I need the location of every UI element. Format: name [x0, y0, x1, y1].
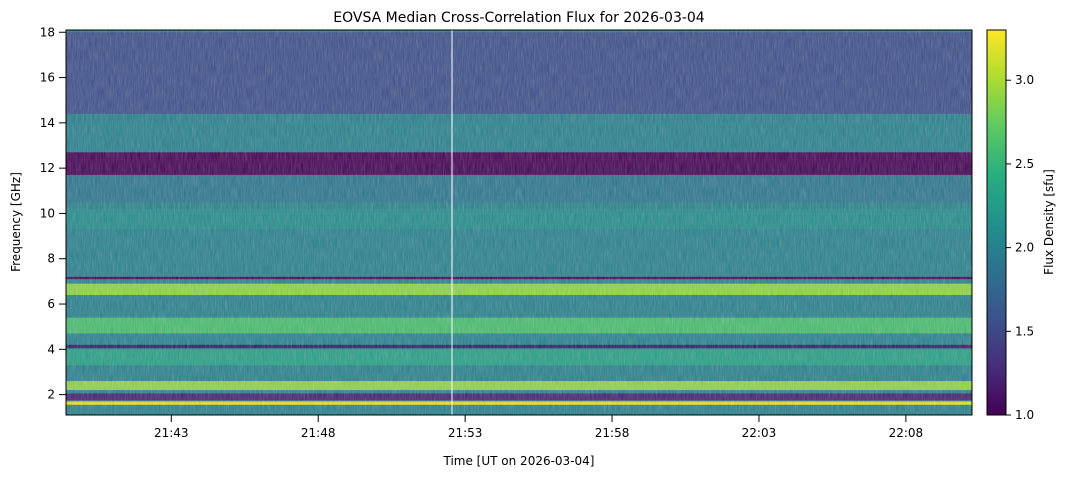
spectrogram-plot	[65, 29, 973, 416]
y-tick-label: 18	[40, 25, 55, 39]
y-tick-label: 12	[40, 161, 55, 175]
colorbar-label: Flux Density [sfu]	[1042, 169, 1056, 275]
colorbar-tick-label: 3.0	[1015, 73, 1034, 87]
colorbar-gradient	[986, 29, 1007, 416]
x-tick-label: 21:43	[154, 426, 189, 440]
x-tick-label: 21:58	[595, 426, 630, 440]
y-tick-label: 8	[47, 252, 55, 266]
noise-texture	[66, 30, 972, 415]
colorbar: 1.0 1.5 2.0 2.5 3.0 Flux Density [sfu]	[986, 29, 1056, 422]
y-tick-label: 16	[40, 71, 55, 85]
x-axis-label: Time [UT on 2026-03-04]	[443, 454, 595, 468]
y-tick-label: 4	[47, 342, 55, 356]
plot-frame	[65, 29, 973, 416]
y-axis-label: Frequency [GHz]	[9, 172, 23, 272]
colorbar-tick-label: 2.5	[1015, 157, 1034, 171]
x-tick-label: 22:08	[889, 426, 924, 440]
colorbar-tick-label: 1.5	[1015, 324, 1034, 338]
colorbar-ticks: 1.0 1.5 2.0 2.5 3.0	[1006, 73, 1034, 422]
colorbar-tick-label: 1.0	[1015, 408, 1034, 422]
y-axis: 2 4 6 8 10 12 14 16 18	[40, 25, 66, 402]
y-tick-label: 10	[40, 206, 55, 220]
y-tick-label: 2	[47, 388, 55, 402]
x-tick-label: 21:48	[301, 426, 336, 440]
colorbar-tick-label: 2.0	[1015, 241, 1034, 255]
y-tick-label: 6	[47, 297, 55, 311]
x-axis: 21:43 21:48 21:53 21:58 22:03 22:08	[154, 415, 923, 440]
x-tick-label: 21:53	[448, 426, 483, 440]
y-tick-label: 14	[40, 116, 55, 130]
chart-title: EOVSA Median Cross-Correlation Flux for …	[333, 10, 705, 26]
x-tick-label: 22:03	[742, 426, 777, 440]
